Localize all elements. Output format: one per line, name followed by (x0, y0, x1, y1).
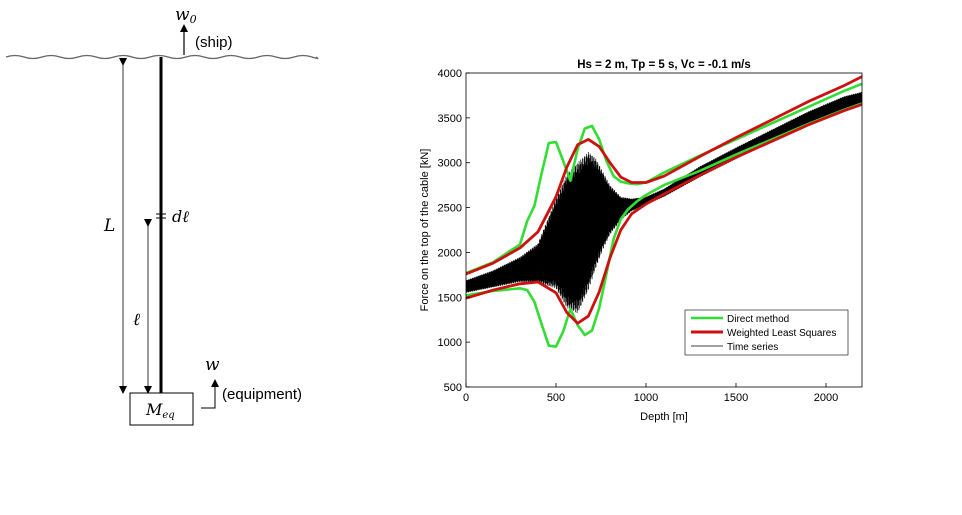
y-tick-label: 3500 (438, 113, 462, 125)
y-axis: 500 1000 1500 2000 2500 3000 3500 4000 (438, 68, 470, 394)
chart-title: Hs = 2 m, Tp = 5 s, Vc = -0.1 m/s (577, 59, 751, 71)
element-label: dℓ (172, 207, 189, 226)
legend-label-wls: Weighted Least Squares (727, 328, 836, 339)
x-tick-label: 2000 (814, 392, 838, 404)
legend: Direct method Weighted Least Squares Tim… (684, 309, 849, 356)
x-tick-label: 0 (463, 392, 469, 404)
length-label: L (103, 216, 115, 236)
series-wls-lower (466, 103, 862, 325)
equipment-arrow-stem (201, 384, 216, 409)
y-axis-label: Force on the top of the cable [kN] (419, 149, 431, 312)
legend-label-timeseries: Time series (727, 342, 778, 353)
cable-diagram: w0 (ship) L dℓ ℓ Meq w (equipment) (5, 5, 319, 426)
y-tick-label: 1000 (438, 337, 462, 349)
y-tick-label: 2000 (438, 247, 462, 259)
x-tick-label: 1000 (634, 392, 658, 404)
y-tick-label: 500 (444, 382, 462, 394)
x-tick-label: 500 (547, 392, 565, 404)
equipment-label: (equipment) (222, 386, 302, 403)
series-wls-upper (466, 75, 862, 276)
position-label: ℓ (133, 310, 140, 330)
ship-label: (ship) (195, 34, 233, 51)
series-direct-lower (466, 102, 862, 348)
ship-velocity-label: w0 (175, 5, 197, 26)
x-axis-label: Depth [m] (640, 411, 688, 423)
x-axis: 0 500 1000 1500 2000 (463, 383, 838, 404)
sea-surface (5, 54, 319, 60)
y-tick-label: 1500 (438, 292, 462, 304)
y-tick-label: 2500 (438, 203, 462, 215)
plot-frame (465, 72, 863, 388)
y-tick-label: 4000 (438, 68, 462, 80)
legend-label-direct: Direct method (727, 314, 789, 325)
equipment-velocity-label: w (205, 355, 220, 375)
plot-layers (466, 75, 862, 348)
series-time-series (466, 92, 862, 314)
x-tick-label: 1500 (724, 392, 748, 404)
equipment-box (129, 392, 194, 426)
y-tick-label: 3000 (438, 158, 462, 170)
equipment-mass-label: Meq (145, 400, 175, 421)
chart: Hs = 2 m, Tp = 5 s, Vc = -0.1 m/s 0 500 10… (419, 59, 863, 423)
